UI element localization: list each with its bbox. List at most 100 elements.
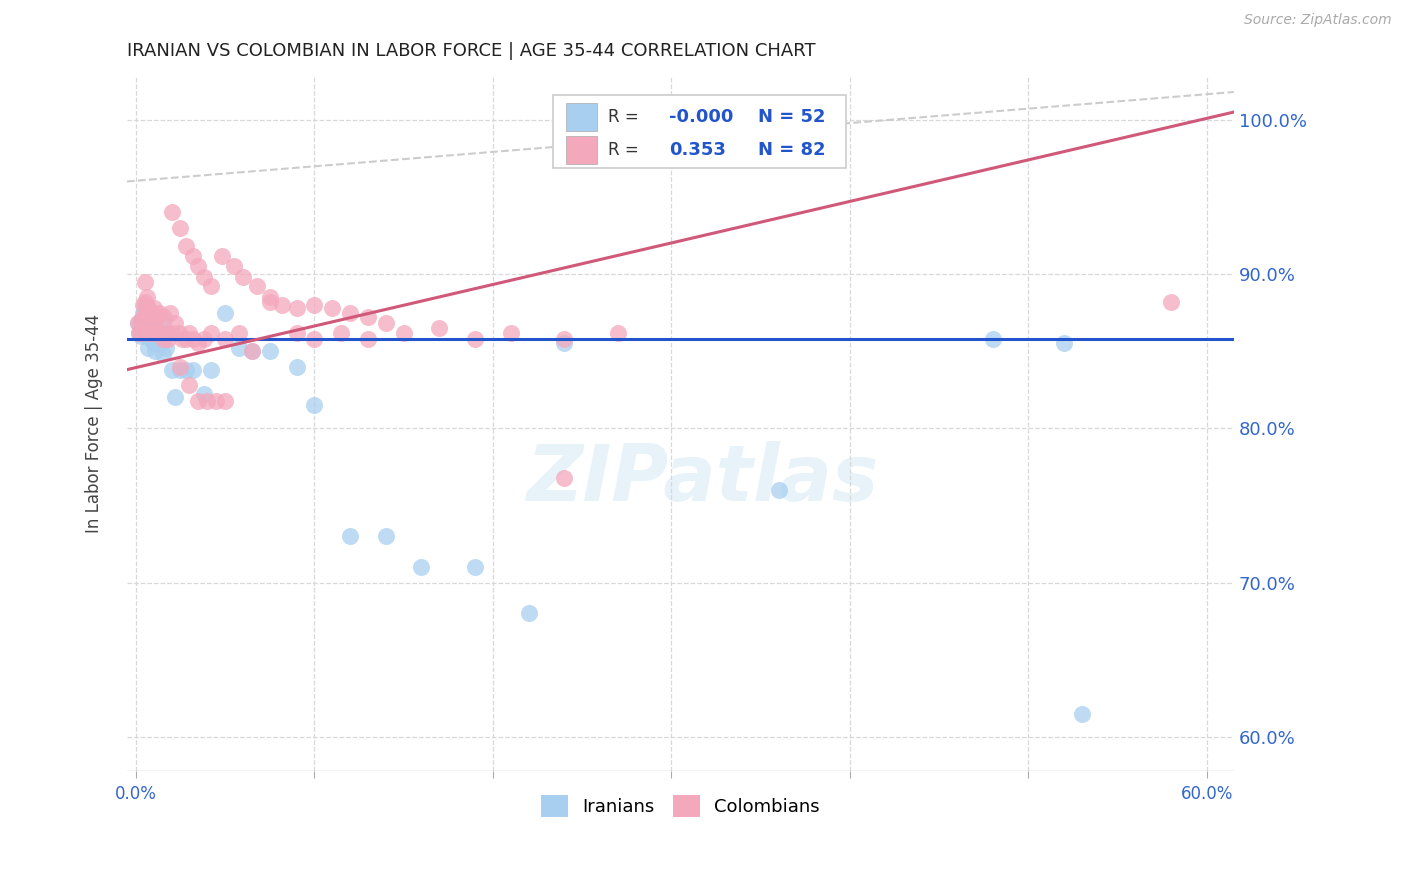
Point <box>129 313 152 327</box>
Point <box>132 305 155 319</box>
Point <box>172 332 194 346</box>
Y-axis label: In Labor Force | Age 35-44: In Labor Force | Age 35-44 <box>86 314 103 533</box>
Point <box>148 328 170 343</box>
Point <box>392 326 415 340</box>
Point <box>374 317 396 331</box>
Point <box>1071 706 1094 721</box>
Point <box>193 387 215 401</box>
Point <box>148 305 170 319</box>
Point <box>146 326 169 340</box>
Point <box>146 310 169 325</box>
Point <box>553 336 575 351</box>
Point <box>149 336 172 351</box>
Text: R =: R = <box>609 141 650 159</box>
Point <box>141 326 163 340</box>
Point <box>232 270 254 285</box>
Point <box>153 310 176 325</box>
Point <box>285 359 308 374</box>
Point <box>271 298 294 312</box>
Point <box>259 294 281 309</box>
Point <box>187 260 209 274</box>
Point <box>145 310 167 325</box>
Point <box>214 305 236 319</box>
Point <box>181 332 204 346</box>
Point <box>156 332 179 346</box>
Point <box>304 332 326 346</box>
Point <box>174 239 197 253</box>
Point <box>160 362 183 376</box>
Point <box>135 305 157 319</box>
Point <box>228 326 250 340</box>
Point <box>285 326 308 340</box>
Text: 0.353: 0.353 <box>669 141 725 159</box>
Point <box>134 294 156 309</box>
Text: IRANIAN VS COLOMBIAN IN LABOR FORCE | AGE 35-44 CORRELATION CHART: IRANIAN VS COLOMBIAN IN LABOR FORCE | AG… <box>127 42 815 60</box>
Point <box>146 336 169 351</box>
Point <box>228 341 250 355</box>
Point <box>128 326 150 340</box>
Point <box>138 326 160 340</box>
Text: N = 82: N = 82 <box>758 141 825 159</box>
Point <box>240 344 263 359</box>
Point <box>357 310 380 325</box>
Point <box>374 529 396 543</box>
Text: N = 52: N = 52 <box>758 108 825 126</box>
Point <box>134 301 156 315</box>
Point <box>132 310 155 325</box>
Point <box>141 305 163 319</box>
Text: R =: R = <box>609 108 644 126</box>
Point <box>145 326 167 340</box>
Point <box>205 393 228 408</box>
Point <box>1160 294 1182 309</box>
Point <box>179 326 201 340</box>
Point <box>464 560 486 574</box>
FancyBboxPatch shape <box>567 103 598 131</box>
Point <box>142 301 165 315</box>
Point <box>169 362 191 376</box>
Point <box>169 359 191 374</box>
Point <box>304 298 326 312</box>
Point <box>214 393 236 408</box>
Point <box>304 398 326 412</box>
Point <box>330 326 353 340</box>
Point <box>155 341 177 355</box>
Point <box>200 362 222 376</box>
Point <box>148 326 170 340</box>
Point <box>134 326 156 340</box>
Point <box>127 317 149 331</box>
Point <box>135 290 157 304</box>
Point <box>155 326 177 340</box>
Point <box>128 326 150 340</box>
Point <box>165 317 187 331</box>
Point <box>240 344 263 359</box>
Point <box>129 326 152 340</box>
FancyBboxPatch shape <box>567 136 598 164</box>
Text: -0.000: -0.000 <box>669 108 734 126</box>
Point <box>134 275 156 289</box>
Point <box>553 470 575 484</box>
Point <box>160 326 183 340</box>
Point <box>181 362 204 376</box>
Point <box>153 313 176 327</box>
Point <box>132 298 155 312</box>
Point <box>139 326 162 340</box>
Point <box>464 332 486 346</box>
Point <box>179 378 201 392</box>
Point <box>141 334 163 348</box>
Point <box>193 332 215 346</box>
Point <box>146 326 169 340</box>
Point <box>165 391 187 405</box>
Point <box>411 560 433 574</box>
Point <box>142 321 165 335</box>
Point <box>259 344 281 359</box>
Point <box>142 326 165 340</box>
Point <box>152 347 174 361</box>
Point <box>200 279 222 293</box>
Point <box>149 326 172 340</box>
Text: ZIPatlas: ZIPatlas <box>526 442 879 517</box>
Point <box>174 362 197 376</box>
Point <box>339 305 361 319</box>
Point <box>129 313 152 327</box>
Point <box>981 332 1004 346</box>
Point <box>195 393 218 408</box>
